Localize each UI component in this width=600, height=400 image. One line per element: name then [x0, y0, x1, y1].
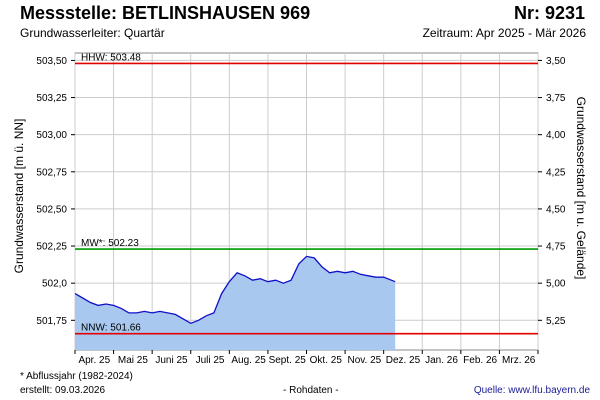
x-tick-label: Sept. 25	[269, 355, 307, 366]
y-right-tick-label: 4,75	[546, 242, 566, 253]
x-tick-label: Juli 25	[196, 355, 225, 366]
series-area	[75, 256, 396, 350]
x-tick-label: Jan. 26	[425, 355, 458, 366]
y-right-tick-label: 3,50	[546, 56, 566, 67]
x-tick-label: Apr. 25	[78, 355, 110, 366]
x-tick-label: Dez. 25	[386, 355, 421, 366]
x-tick-label: Nov. 25	[348, 355, 382, 366]
y-tick-label: 502,25	[36, 242, 67, 253]
x-tick-label: Feb. 26	[463, 355, 497, 366]
y-tick-label: 501,75	[36, 316, 67, 327]
y-right-tick-label: 3,75	[546, 93, 566, 104]
y-tick-label: 502,75	[36, 167, 67, 178]
source-link[interactable]: Quelle: www.lfu.bayern.de	[473, 385, 590, 396]
aquifer-label: Grundwasserleiter: Quartär	[20, 26, 165, 40]
y-axis-label-left: Grundwasserstand [m ü. NN]	[12, 118, 26, 274]
raw-data-note: - Rohdaten -	[283, 385, 339, 396]
y-right-tick-label: 4,25	[546, 167, 566, 178]
period-label: Zeitraum: Apr 2025 - Mär 2026	[422, 26, 586, 40]
station-title: Messstelle: BETLINSHAUSEN 969	[20, 3, 311, 23]
reference-label-hhw: HHW: 503.48	[81, 52, 141, 63]
reference-label-mw: MW*: 502.23	[81, 238, 139, 249]
x-tick-label: Mrz. 26	[502, 355, 536, 366]
y-right-tick-label: 4,00	[546, 130, 566, 141]
y-tick-label: 502,0	[42, 279, 67, 290]
x-tick-label: Juni 25	[155, 355, 188, 366]
created-date: erstellt: 09.03.2026	[20, 385, 106, 396]
y-tick-label: 503,25	[36, 93, 67, 104]
reference-label-nnw: NNW: 501.66	[81, 323, 141, 334]
y-right-tick-label: 5,00	[546, 279, 566, 290]
series-line	[74, 255, 396, 325]
y-right-tick-label: 4,50	[546, 204, 566, 215]
footnote: * Abflussjahr (1982-2024)	[20, 371, 133, 382]
station-number: Nr: 9231	[513, 3, 585, 23]
y-tick-label: 503,50	[36, 56, 67, 67]
x-tick-label: Aug. 25	[231, 355, 266, 366]
x-tick-label: Okt. 25	[310, 355, 343, 366]
y-tick-label: 502,50	[36, 204, 67, 215]
y-axis-label-right: Grundwasserstand [m u. Gelände]	[574, 96, 588, 280]
x-tick-label: Mai 25	[118, 355, 148, 366]
y-tick-label: 503,00	[36, 130, 67, 141]
y-right-tick-label: 5,25	[546, 316, 566, 327]
